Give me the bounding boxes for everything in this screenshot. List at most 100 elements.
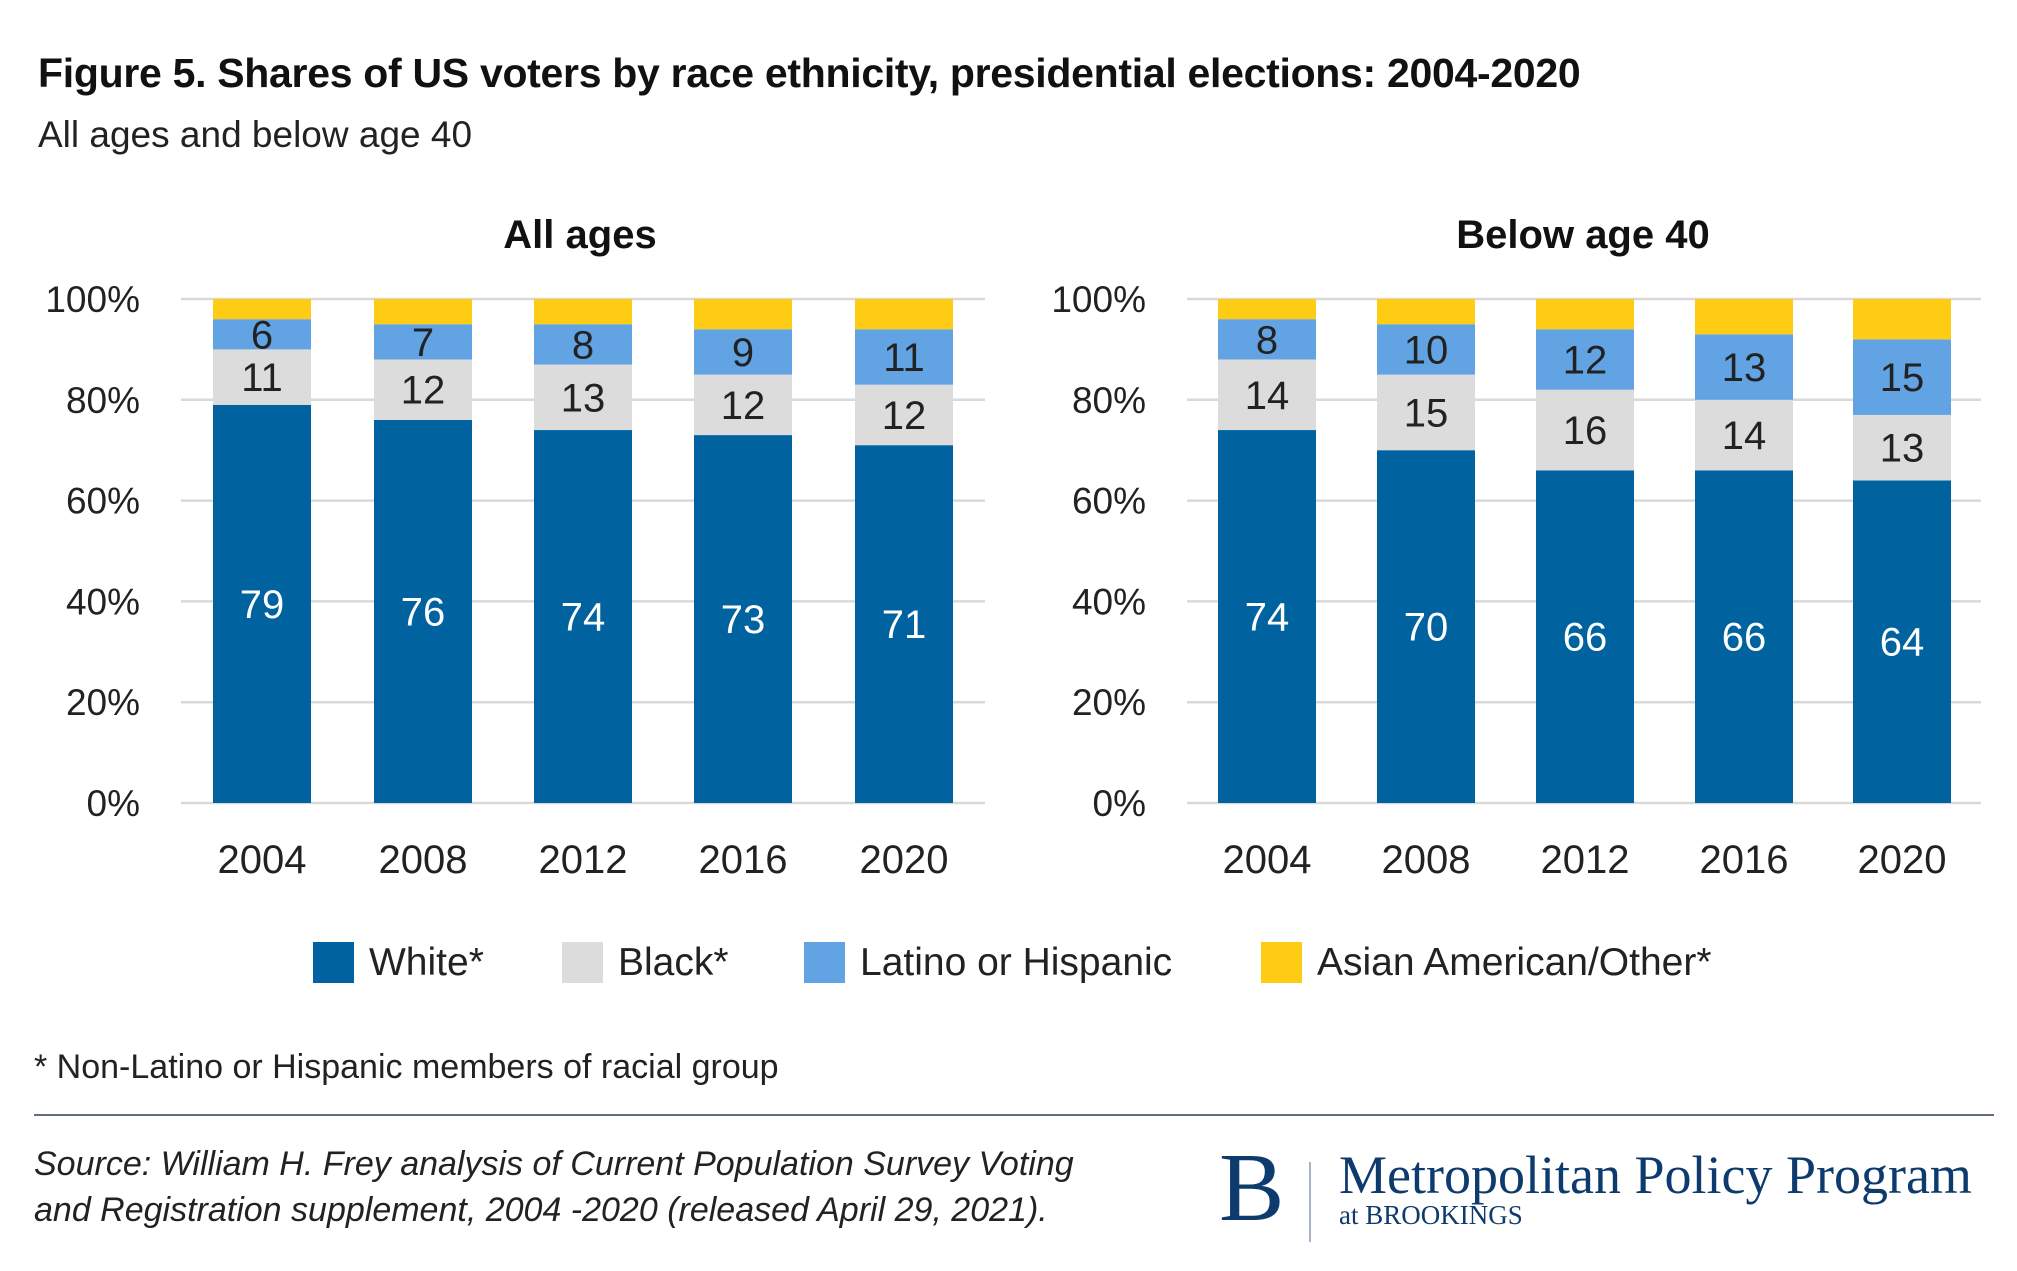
data-label: 73 (721, 598, 766, 642)
bar-segment-black (1218, 359, 1316, 431)
bar-segment-asian-american-other (1853, 299, 1951, 340)
data-label: 76 (401, 590, 446, 634)
data-label: 16 (1563, 409, 1608, 453)
x-tick-label: 2004 (218, 838, 307, 882)
data-label: 14 (1722, 414, 1767, 458)
bar-segment-asian-american-other (694, 299, 792, 330)
data-label: 14 (1245, 374, 1290, 418)
x-tick-label: 2020 (860, 838, 949, 882)
data-label: 13 (1880, 427, 1925, 471)
data-label: 12 (1563, 338, 1608, 382)
bar-segment-black (855, 384, 953, 446)
data-label: 15 (1404, 391, 1449, 435)
data-label: 12 (401, 369, 446, 413)
bar-segment-asian-american-other (855, 299, 953, 330)
source-line-2: and Registration supplement, 2004 -2020 … (34, 1191, 1048, 1229)
data-label: 79 (240, 583, 285, 627)
bar-segment-latino-or-hispanic (855, 329, 953, 385)
bar-segment-asian-american-other (374, 299, 472, 325)
x-tick-label: 2008 (379, 838, 468, 882)
data-label: 71 (882, 603, 927, 647)
legend-label: Asian American/Other* (1317, 941, 1712, 984)
y-tick-label: 80% (1072, 380, 1146, 421)
bar-segment-latino-or-hispanic (1853, 339, 1951, 415)
bar-segment-white (1853, 480, 1951, 803)
data-label: 64 (1880, 621, 1925, 665)
data-label: 11 (883, 336, 925, 380)
data-label: 8 (572, 323, 594, 367)
bar-segment-black (213, 349, 311, 405)
bar-segment-asian-american-other (1218, 299, 1316, 320)
bar-segment-latino-or-hispanic (1536, 329, 1634, 390)
x-tick-label: 2016 (699, 838, 788, 882)
data-label: 12 (721, 384, 766, 428)
y-tick-label: 100% (45, 279, 140, 320)
y-tick-label: 0% (87, 783, 140, 824)
x-tick-label: 2008 (1382, 838, 1471, 882)
data-label: 9 (732, 331, 754, 375)
y-tick-label: 100% (1051, 279, 1146, 320)
bar-segment-black (1536, 389, 1634, 471)
bar-segment-latino-or-hispanic (534, 324, 632, 365)
bar-segment-black (1377, 374, 1475, 451)
bar-segment-black (374, 359, 472, 420)
bar-segment-white (1218, 430, 1316, 803)
logo-sub-text: at BROOKINGS (1339, 1200, 1523, 1230)
data-label: 74 (1245, 596, 1290, 640)
bar-segment-latino-or-hispanic (1695, 334, 1793, 400)
data-label: 13 (1722, 346, 1767, 390)
legend-label: Latino or Hispanic (860, 941, 1172, 984)
bar-segment-white (1695, 470, 1793, 803)
bar-segment-asian-american-other (1536, 299, 1634, 330)
bar-segment-white (213, 404, 311, 803)
panel-title: Below age 40 (1456, 213, 1709, 257)
legend-swatch (313, 942, 354, 983)
logo-letter: B (1219, 1134, 1285, 1242)
chart-title: Figure 5. Shares of US voters by race et… (38, 50, 1581, 96)
bar-segment-black (1853, 414, 1951, 481)
source-line-1: Source: William H. Frey analysis of Curr… (34, 1145, 1074, 1183)
x-tick-label: 2004 (1223, 838, 1312, 882)
bar-segment-black (1695, 399, 1793, 471)
x-tick-label: 2020 (1858, 838, 1947, 882)
data-label: 66 (1722, 616, 1767, 660)
bar-segment-white (855, 445, 953, 803)
data-label: 66 (1563, 616, 1608, 660)
bar-segment-latino-or-hispanic (1218, 319, 1316, 360)
bar-segment-black (694, 374, 792, 436)
divider (34, 1114, 1994, 1116)
logo-main-text: Metropolitan Policy Program (1339, 1145, 1972, 1205)
bar-segment-white (694, 435, 792, 803)
data-label: 15 (1880, 356, 1925, 400)
bar-segment-latino-or-hispanic (694, 329, 792, 375)
y-tick-label: 40% (1072, 581, 1146, 622)
data-label: 8 (1256, 318, 1278, 362)
footnote: * Non-Latino or Hispanic members of raci… (34, 1048, 779, 1086)
bar-segment-white (1377, 450, 1475, 803)
y-tick-label: 80% (66, 380, 140, 421)
y-tick-label: 20% (66, 682, 140, 723)
legend-swatch (1261, 942, 1302, 983)
bar-segment-white (534, 430, 632, 803)
legend-swatch (804, 942, 845, 983)
legend-label: White* (369, 941, 484, 984)
bar-segment-black (534, 364, 632, 431)
x-tick-label: 2012 (1541, 838, 1630, 882)
data-label: 70 (1404, 606, 1449, 650)
data-label: 13 (561, 376, 606, 420)
panel-title: All ages (503, 213, 656, 257)
logo-divider (1309, 1162, 1311, 1242)
bar-segment-asian-american-other (1695, 299, 1793, 335)
bar-segment-white (1536, 470, 1634, 803)
bar-segment-white (374, 419, 472, 803)
bar-segment-latino-or-hispanic (374, 324, 472, 360)
y-tick-label: 60% (66, 481, 140, 522)
y-tick-label: 20% (1072, 682, 1146, 723)
bar-segment-latino-or-hispanic (1377, 324, 1475, 375)
chart-subtitle: All ages and below age 40 (38, 114, 473, 155)
data-label: 10 (1404, 328, 1449, 372)
data-label: 11 (241, 356, 283, 400)
legend-label: Black* (618, 941, 729, 984)
y-tick-label: 40% (66, 581, 140, 622)
